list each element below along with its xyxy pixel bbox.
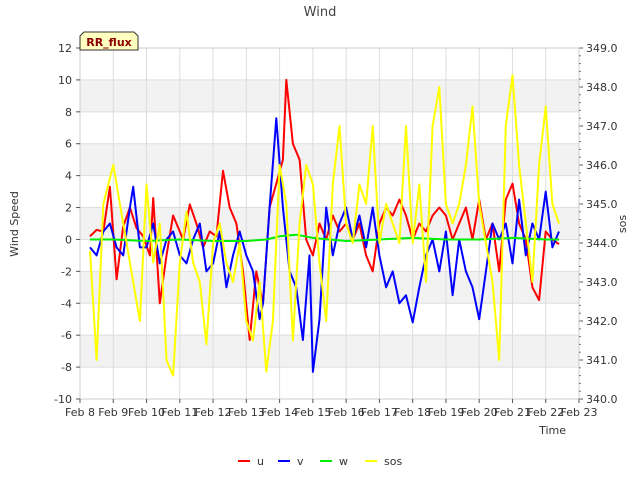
y-right-tick-label: 342.0: [586, 315, 618, 328]
legend-label-v: v: [297, 455, 304, 468]
x-tick-label: Feb 18: [394, 406, 431, 419]
plot-band: [80, 143, 579, 176]
y-right-tick-label: 349.0: [586, 42, 618, 55]
y-axis-right-label: sos: [616, 215, 629, 233]
y-right-tick-label: 347.0: [586, 120, 618, 133]
x-tick-label: Feb 12: [195, 406, 232, 419]
legend-label-sos: sos: [384, 455, 402, 468]
x-tick-label: Feb 13: [228, 406, 265, 419]
y-left-tick-label: -10: [54, 393, 72, 406]
y-left-tick-label: 4: [65, 170, 72, 183]
x-tick-label: Feb 15: [294, 406, 331, 419]
x-tick-label: Feb 10: [128, 406, 165, 419]
series-layer: [89, 74, 560, 377]
y-axis-left-label: Wind Speed: [8, 191, 21, 257]
plot-frame: [79, 47, 580, 400]
legend: u v w sos: [238, 455, 402, 468]
badge-box: [79, 31, 139, 51]
y-right-tick-label: 341.0: [586, 354, 618, 367]
y-left-tick-label: 0: [65, 233, 72, 246]
y-right-tick-label: 345.0: [586, 198, 618, 211]
plot-band: [80, 79, 579, 112]
x-tick-label: Feb 21: [494, 406, 531, 419]
y-left-tick-label: -8: [61, 361, 72, 374]
rr-flux-badge: RR_flux: [79, 31, 139, 51]
y-right-tick-label: 344.0: [586, 237, 618, 250]
plot-band: [80, 271, 579, 304]
x-tick-label: Feb 8: [65, 406, 95, 419]
legend-label-u: u: [257, 455, 264, 468]
badge-label: RR_flux: [86, 36, 132, 49]
y-left-tick-label: -2: [61, 265, 72, 278]
x-tick-label: Feb 23: [561, 406, 598, 419]
plot-band: [80, 335, 579, 368]
x-tick-label: Feb 17: [361, 406, 398, 419]
chart-title: Wind: [304, 5, 337, 20]
x-tick-label: Feb 19: [427, 406, 464, 419]
y-right-tick-label: 343.0: [586, 276, 618, 289]
series-line-w: [90, 233, 559, 242]
y-right-tick-label: 346.0: [586, 159, 618, 172]
y-left-tick-label: -4: [61, 297, 72, 310]
x-axis-label: Time: [538, 424, 566, 437]
x-tick-label: Feb 14: [261, 406, 298, 419]
y-left-tick-label: 6: [65, 138, 72, 151]
x-tick-label: Feb 9: [98, 406, 128, 419]
y-left-tick-label: 12: [58, 42, 72, 55]
x-tick-label: Feb 11: [161, 406, 198, 419]
series-line-sos: [89, 74, 560, 377]
y-right-tick-label: 340.0: [586, 393, 618, 406]
y-left-tick-label: 2: [65, 202, 72, 215]
y-left-tick-label: -6: [61, 329, 72, 342]
x-tick-label: Feb 20: [461, 406, 498, 419]
left-axis: -10 -8 -6 -4 -2 0 2 4 6 8 10 12: [54, 42, 80, 406]
y-left-tick-label: 8: [65, 106, 72, 119]
legend-label-w: w: [339, 455, 348, 468]
x-tick-label: Feb 22: [527, 406, 564, 419]
right-axis: 340.0 341.0 342.0 343.0 344.0 345.0 346.0 347.0…: [579, 42, 618, 406]
y-right-tick-label: 348.0: [586, 81, 618, 94]
x-tick-label: Feb 16: [328, 406, 365, 419]
plot-bands: [80, 79, 579, 368]
y-left-tick-label: 10: [58, 74, 72, 87]
